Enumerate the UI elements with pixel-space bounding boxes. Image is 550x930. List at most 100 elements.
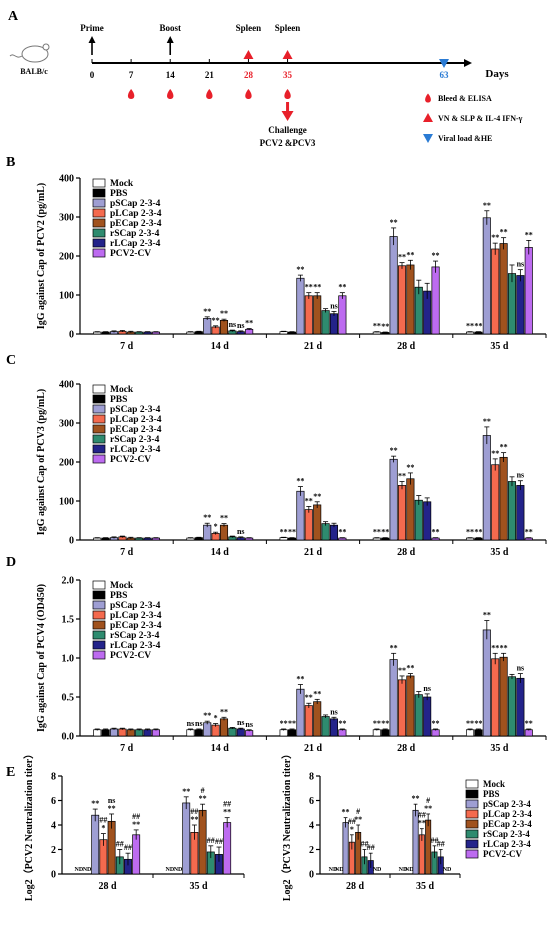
significance-label: # [201,786,205,795]
significance-label: ** [132,820,140,829]
bar-pbs [474,729,483,737]
y-tick-label: 0 [69,536,74,547]
bar-plcap-2-3-4 [304,705,313,737]
significance-label: ** [418,819,426,828]
legend-swatch [465,839,479,849]
bar-pscap-2-3-4 [203,722,212,737]
x-tick-label: 28 d [98,881,117,892]
bar-pecap-2-3-4 [499,243,508,335]
bar-plcap-2-3-4 [397,485,407,541]
legend-label: rLCap 2-3-4 [483,839,531,849]
y-tick-label: 0 [69,330,74,341]
significance-label: ** [525,230,533,239]
chart-panel-d: D 0.0 0.5 1.0 1.5 2.0 IgG against Cap of PCV4 … [6,555,547,754]
x-tick-label: 7 d [120,341,134,352]
legend-swatch [92,248,106,258]
significance-label: ** [203,307,211,316]
significance-label: ** [491,449,499,458]
significance-label: ns [237,527,245,536]
significance-label: ** [483,611,491,620]
significance-label: ns [330,707,338,716]
blue-triangle-icon [439,59,449,68]
bar-pscap-2-3-4 [482,629,491,737]
x-tick-label: 35 d [490,547,509,558]
significance-label: # [356,807,360,816]
x-tick-label: 7 d [120,743,134,754]
y-axis-label: IgG against Cap of PCV2 (pg/mL) [36,183,47,329]
bar-pscap-2-3-4 [389,236,398,335]
significance-label: ns [330,301,338,310]
x-tick-label: 7 d [120,547,134,558]
significance-label: ** [220,514,228,523]
significance-label: ** [313,689,321,698]
significance-label: ** [525,719,533,728]
bar-rscap-2-3-4 [414,499,423,541]
significance-label: ## [99,816,107,825]
nd-label: ND [335,867,344,873]
bar-rscap-2-3-4 [135,729,144,737]
bar-rscap-2-3-4 [228,727,237,737]
legend-swatch [92,610,106,620]
legend-label: pSCap 2-3-4 [110,405,161,415]
bar-pbs [101,729,110,737]
significance-label: ns [245,720,253,729]
x-tick-label: 14 d [211,743,230,754]
legend-label: pLCap 2-3-4 [483,809,532,819]
significance-label: ## [360,840,368,849]
bar-plcap-2-3-4 [304,295,313,335]
y-axis-label: IgG against Cap of PCV4 (OD450) [36,584,47,732]
significance-label: ** [296,265,304,274]
legend-swatch [465,849,479,859]
axis-unit-label: Days [485,68,509,80]
significance-label: ** [398,472,406,481]
bar-pecap-2-3-4 [219,524,229,541]
significance-label: ns [237,321,245,330]
significance-label: ** [296,477,304,486]
blood-drop-icon [245,89,252,99]
legend-swatch [92,424,106,434]
legend-swatch [92,620,106,630]
legend-label: PCV2-CV [483,849,522,859]
mouse-icon [9,43,50,63]
bar-pscap-2-3-4 [182,802,191,875]
legend-label: pECap 2-3-4 [483,819,532,829]
bar-pcv2-cv [132,834,141,875]
nd-label: ND [399,867,408,873]
nd-label: ND [74,867,83,873]
significance-label: ns [423,684,431,693]
bar-pecap-2-3-4 [198,809,207,875]
significance-label: ** [500,643,508,652]
significance-label: ** [432,251,440,260]
y-tick-label: 6 [51,796,56,807]
x-tick-label: 28 d [397,341,416,352]
bar-mock [279,729,288,737]
bar-plcap-2-3-4 [491,658,500,737]
significance-label: ** [354,815,362,824]
y-tick-label: 300 [59,213,74,224]
panel-letter: B [6,155,15,170]
bar-mock [186,729,195,737]
significance-label: ** [338,283,346,292]
panel-a-timeline: A BALB/c Days 0 7 14 21 28 35 63 Prime Boost Spleen S… [8,9,523,148]
legend-label: Bleed & ELISA [438,94,492,103]
bar-plcap-2-3-4 [211,724,220,737]
nd-label: ND [165,867,174,873]
x-tick-label: 28 d [346,881,365,892]
significance-label: ** [398,666,406,675]
x-tick-label: 28 d [397,547,416,558]
legend-label: VN & SLP & IL-4 IFN-γ [438,114,523,123]
nd-label: ND [174,867,183,873]
y-tick-label: 2 [309,845,314,856]
legend-swatch [92,590,106,600]
bar-rscap-2-3-4 [321,716,330,737]
bar-pscap-2-3-4 [296,490,305,541]
legend-swatch [92,394,106,404]
significance-label: ** [220,707,228,716]
significance-label: ** [223,808,231,817]
x-tick-label: 35 d [490,341,509,352]
significance-label: * [350,825,354,834]
legend-label: pSCap 2-3-4 [110,601,161,611]
bar-rlcap-2-3-4 [423,696,432,737]
